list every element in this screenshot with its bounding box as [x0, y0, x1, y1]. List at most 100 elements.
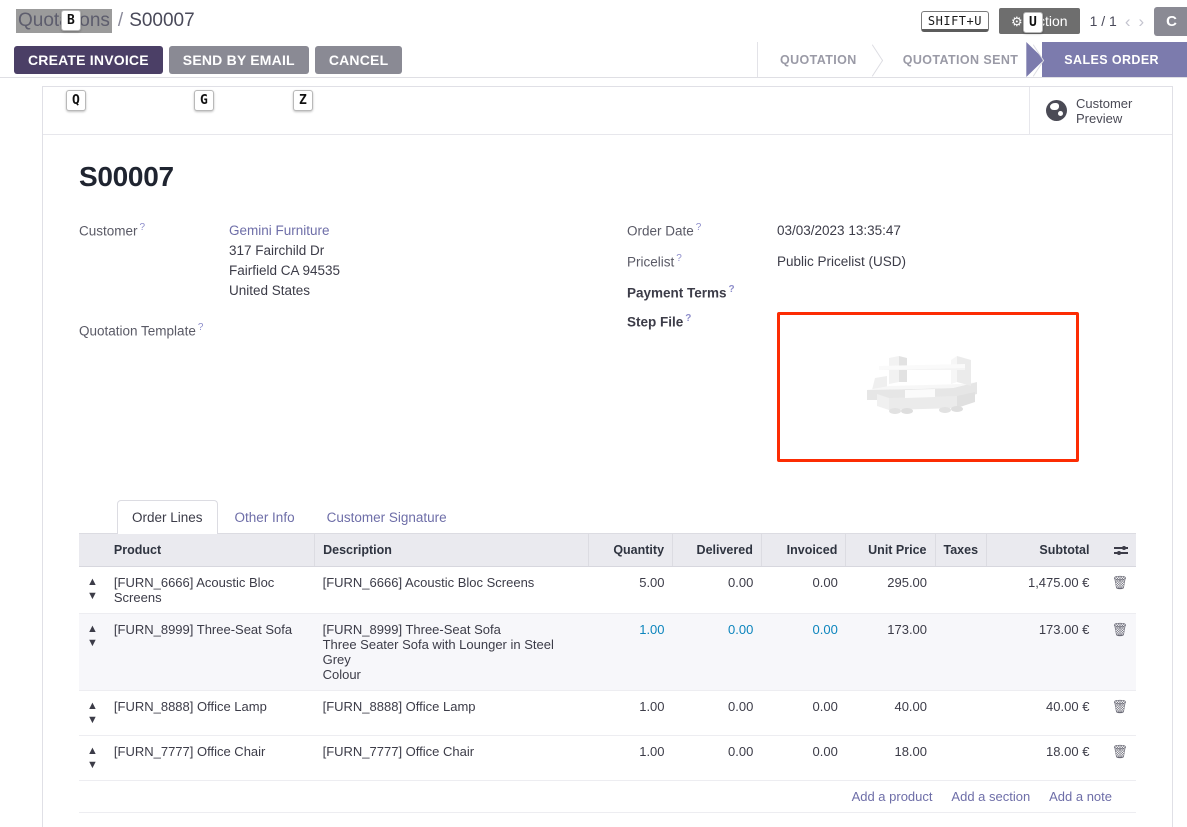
cell-product[interactable]: [FURN_6666] Acoustic Bloc Screens	[105, 566, 315, 614]
field-pricelist-value[interactable]: Public Pricelist (USD)	[777, 254, 907, 269]
statusbar: QUOTATION QUOTATION SENT SALES ORDER	[756, 42, 1187, 77]
cell-description[interactable]: [FURN_8999] Three-Seat Sofa Three Seater…	[314, 613, 588, 691]
cell-delivered[interactable]: 0.00	[672, 566, 762, 614]
cell-taxes[interactable]	[935, 613, 987, 691]
cancel-button[interactable]: CANCEL	[314, 45, 403, 74]
stage-quotation-sent[interactable]: QUOTATION SENT	[880, 42, 1043, 77]
cell-description[interactable]: [FURN_8888] Office Lamp	[314, 690, 588, 736]
cut-off-button[interactable]: C	[1154, 6, 1187, 36]
field-payment-terms: Payment Terms?	[627, 283, 1136, 301]
tab-order-lines-label: Order Lines	[132, 509, 203, 525]
cell-quantity[interactable]: 1.00	[588, 690, 673, 736]
cell-description[interactable]: [FURN_7777] Office Chair	[314, 735, 588, 781]
chevron-left-icon[interactable]: ‹	[1124, 11, 1131, 31]
cell-product[interactable]: [FURN_7777] Office Chair	[105, 735, 315, 781]
row-drag-handle[interactable]: ▲ ▼	[79, 735, 106, 781]
cell-invoiced[interactable]: 0.00	[761, 566, 846, 614]
stage-quotation-label: QUOTATION	[779, 52, 857, 67]
add-a-section-link[interactable]: Add a section	[951, 788, 1031, 804]
cell-subtotal: 40.00 €	[986, 690, 1098, 736]
trash-icon[interactable]: 🗑	[1111, 621, 1128, 637]
trash-icon[interactable]: 🗑	[1111, 743, 1128, 759]
step-file-3d-viewer[interactable]	[777, 311, 1079, 462]
field-payment-terms-label: Payment Terms?	[627, 283, 777, 301]
col-unit-price[interactable]: Unit Price	[845, 533, 936, 567]
cell-invoiced[interactable]: 0.00	[761, 690, 846, 736]
col-product[interactable]: Product	[105, 533, 316, 567]
cell-taxes[interactable]	[935, 690, 987, 736]
cell-delivered[interactable]: 0.00	[672, 690, 762, 736]
row-drag-handle[interactable]: ▲ ▼	[79, 566, 106, 614]
col-subtotal[interactable]: Subtotal	[986, 533, 1098, 567]
trash-icon[interactable]: 🗑	[1111, 574, 1128, 590]
send-by-email-button[interactable]: SEND BY EMAIL	[168, 45, 309, 74]
cell-quantity[interactable]: 1.00	[588, 613, 673, 691]
globe-icon	[1046, 100, 1067, 121]
field-customer-label: Customer?	[79, 221, 229, 239]
add-a-note-link[interactable]: Add a note	[1049, 788, 1112, 804]
col-quantity[interactable]: Quantity	[588, 533, 674, 567]
help-icon[interactable]: ?	[728, 284, 735, 295]
cell-quantity[interactable]: 1.00	[588, 735, 673, 781]
gear-icon: ⚙	[1010, 13, 1023, 29]
cell-unit-price[interactable]: 40.00	[845, 690, 936, 736]
field-customer-value: Gemini Furniture 317 Fairchild Dr Fairfi…	[229, 221, 340, 301]
form-sheet: Customer Preview S00007 Customer? Gemini…	[42, 86, 1173, 827]
cell-unit-price[interactable]: 173.00	[845, 613, 936, 691]
cell-invoiced[interactable]: 0.00	[761, 735, 846, 781]
stage-quotation[interactable]: QUOTATION	[757, 42, 881, 77]
col-invoiced[interactable]: Invoiced	[761, 533, 847, 567]
top-bar-right: SHIFT+U ⚙ Action U 1 / 1 ‹ › C	[920, 6, 1187, 36]
shift-u-badge: SHIFT+U	[920, 10, 989, 32]
cell-product[interactable]: [FURN_8999] Three-Seat Sofa	[105, 613, 315, 691]
pager-value: 1 / 1	[1089, 13, 1117, 29]
table-row[interactable]: ▲ ▼ [FURN_6666] Acoustic Bloc Screens [FU…	[79, 566, 1136, 614]
col-delivered[interactable]: Delivered	[672, 533, 762, 567]
notebook-tabs: Order Lines Other Info Customer Signatur…	[79, 499, 1136, 534]
customer-link[interactable]: Gemini Furniture	[229, 223, 330, 238]
cell-unit-price[interactable]: 295.00	[845, 566, 936, 614]
chevron-right-icon[interactable]: ›	[1138, 11, 1145, 31]
tab-order-lines[interactable]: Order Lines	[117, 499, 218, 534]
help-icon[interactable]: ?	[197, 322, 204, 333]
cell-description[interactable]: [FURN_6666] Acoustic Bloc Screens	[314, 566, 588, 614]
col-taxes[interactable]: Taxes	[935, 533, 988, 567]
cell-unit-price[interactable]: 18.00	[845, 735, 936, 781]
column-options-icon[interactable]	[1114, 544, 1128, 556]
field-payment-terms-label-text: Payment Terms	[627, 285, 727, 301]
cell-delivered[interactable]: 0.00	[672, 613, 762, 691]
field-customer-label-text: Customer	[79, 223, 138, 239]
row-drag-handle[interactable]: ▲ ▼	[79, 613, 106, 691]
add-a-product-link[interactable]: Add a product	[851, 788, 933, 804]
table-row[interactable]: ▲ ▼ [FURN_8999] Three-Seat Sofa [FURN_899…	[79, 613, 1136, 691]
help-icon[interactable]: ?	[676, 253, 682, 264]
control-panel: CREATE INVOICE SEND BY EMAIL CANCEL Q G …	[0, 42, 1187, 111]
action-menu-button[interactable]: ⚙ Action U	[998, 8, 1080, 34]
field-quotation-template-label-text: Quotation Template	[79, 323, 196, 339]
table-header-row: Product Description Quantity Delivered I…	[79, 533, 1136, 567]
trash-icon[interactable]: 🗑	[1111, 698, 1128, 714]
breadcrumb-root[interactable]: Quotations	[16, 9, 112, 33]
3d-model-render	[867, 355, 977, 414]
stage-sales-order[interactable]: SALES ORDER	[1042, 42, 1187, 77]
help-icon[interactable]: ?	[685, 312, 692, 324]
customer-preview-button[interactable]: Customer Preview	[1029, 87, 1172, 134]
cell-invoiced[interactable]: 0.00	[761, 613, 846, 691]
table-row[interactable]: ▲ ▼ [FURN_8888] Office Lamp [FURN_8888] O…	[79, 690, 1136, 736]
description-line: [FURN_8888] Office Lamp	[322, 698, 476, 714]
field-order-date-value[interactable]: 03/03/2023 13:35:47	[777, 223, 901, 238]
help-icon[interactable]: ?	[695, 222, 702, 233]
tab-other-info[interactable]: Other Info	[220, 500, 310, 534]
cell-product[interactable]: [FURN_8888] Office Lamp	[105, 690, 315, 736]
cell-delete: 🗑	[1097, 566, 1136, 614]
table-row[interactable]: ▲ ▼ [FURN_7777] Office Chair [FURN_7777] …	[79, 735, 1136, 781]
create-invoice-button[interactable]: CREATE INVOICE	[14, 45, 163, 74]
cell-taxes[interactable]	[935, 566, 987, 614]
row-drag-handle[interactable]: ▲ ▼	[79, 690, 106, 736]
help-icon[interactable]: ?	[139, 222, 146, 233]
tab-customer-signature[interactable]: Customer Signature	[312, 500, 462, 534]
col-description[interactable]: Description	[314, 533, 589, 567]
cell-quantity[interactable]: 5.00	[588, 566, 673, 614]
cell-delivered[interactable]: 0.00	[672, 735, 762, 781]
cell-taxes[interactable]	[935, 735, 987, 781]
